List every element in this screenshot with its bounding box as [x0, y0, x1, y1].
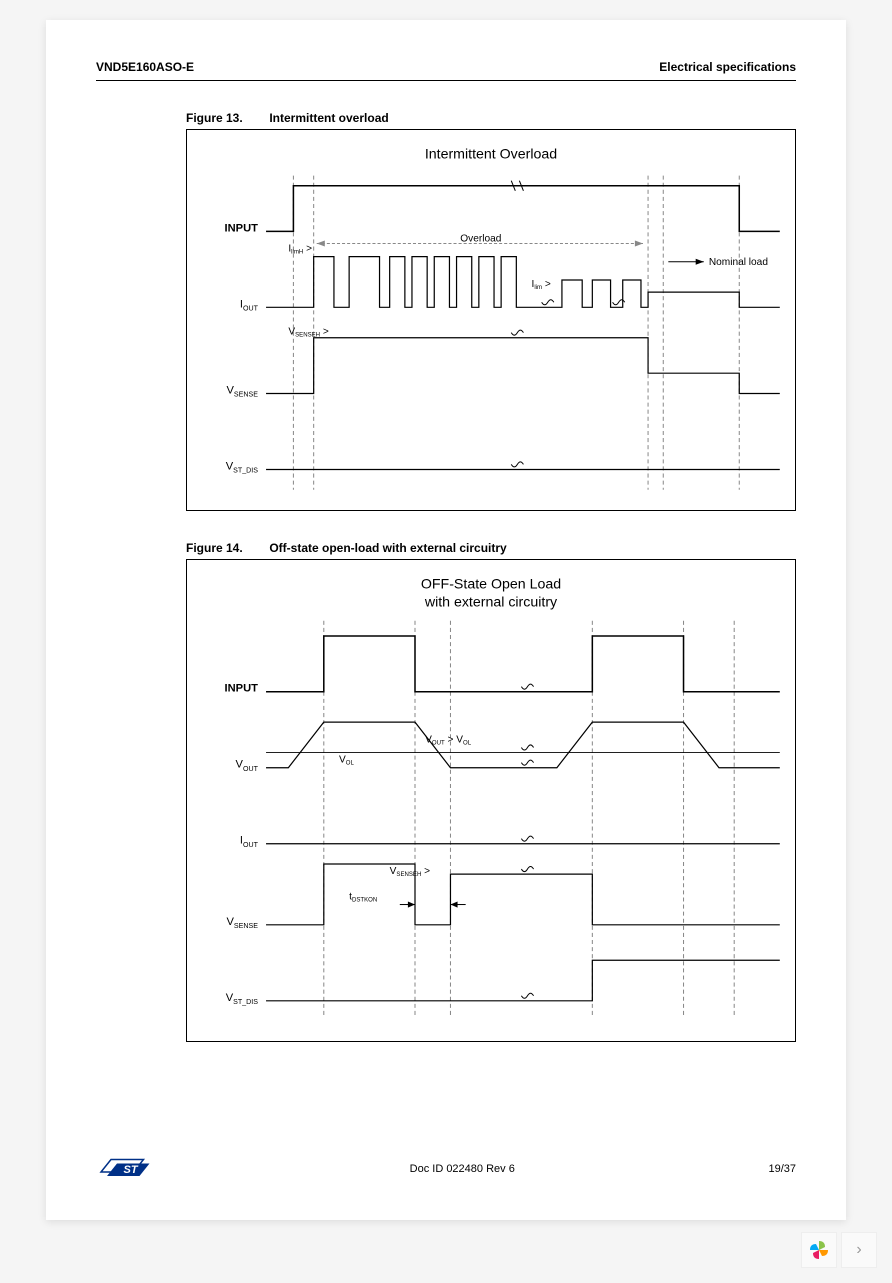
fig13-overload-annot: Overload: [460, 233, 501, 244]
fig13-iout-label: IOUT: [240, 298, 259, 312]
fig13-vsenseh-annot: VSENSEH >: [288, 327, 329, 339]
figure-13-diagram: Intermittent Overload INPUT IOUT IlimH >…: [187, 130, 795, 505]
fig14-vsense-label: VSENSE: [227, 916, 259, 930]
fig13-vstat-label: VST_DIS: [226, 460, 258, 474]
fig14-chart-title-1: OFF-State Open Load: [421, 576, 561, 592]
fig14-input-label: INPUT: [225, 683, 259, 695]
figure-14-box: OFF-State Open Load with external circui…: [186, 559, 796, 1042]
figure-14-diagram: OFF-State Open Load with external circui…: [187, 560, 795, 1036]
fig14-chart-title-2: with external circuitry: [424, 595, 558, 611]
page-header: VND5E160ASO-E Electrical specifications: [96, 60, 796, 81]
fig14-vol-annot: VOL: [339, 755, 354, 767]
header-right: Electrical specifications: [659, 60, 796, 74]
fig14-vsenseh-annot: VSENSEH >: [390, 866, 431, 878]
fig14-iout-label: IOUT: [240, 835, 259, 849]
footer-docid: Doc ID 022480 Rev 6: [410, 1163, 515, 1175]
svg-text:ST: ST: [124, 1164, 139, 1176]
fig13-ilim-annot: Ilim >: [532, 279, 551, 291]
fig14-vout-label: VOUT: [236, 759, 259, 773]
figure-13-box: Intermittent Overload INPUT IOUT IlimH >…: [186, 129, 796, 511]
fig13-nominal-annot: Nominal load: [709, 257, 768, 268]
figure-14-title: Off-state open-load with external circui…: [269, 541, 506, 555]
figure-14-num: Figure 14.: [186, 541, 266, 555]
fig14-tdstkon-annot: tDSTKON: [349, 891, 377, 903]
figure-13-title: Intermittent overload: [269, 111, 388, 125]
fig13-ilimh-annot: IlimH >: [288, 244, 312, 256]
footer-page: 19/37: [768, 1163, 796, 1175]
document-page: VND5E160ASO-E Electrical specifications …: [46, 20, 846, 1220]
fig13-chart-title: Intermittent Overload: [425, 146, 557, 162]
figure-14-caption: Figure 14. Off-state open-load with exte…: [186, 541, 796, 555]
fig14-vstat-label: VST_DIS: [226, 992, 258, 1006]
page-footer: ST Doc ID 022480 Rev 6 19/37: [96, 1147, 796, 1190]
header-left: VND5E160ASO-E: [96, 60, 194, 74]
st-logo: ST: [96, 1147, 156, 1190]
figure-13-num: Figure 13.: [186, 111, 266, 125]
fig13-input-label: INPUT: [225, 222, 259, 234]
fig14-vout-gt-vol: VOUT > VOL: [425, 734, 472, 746]
figure-13-caption: Figure 13. Intermittent overload: [186, 111, 796, 125]
fig13-vsense-label: VSENSE: [227, 384, 259, 398]
